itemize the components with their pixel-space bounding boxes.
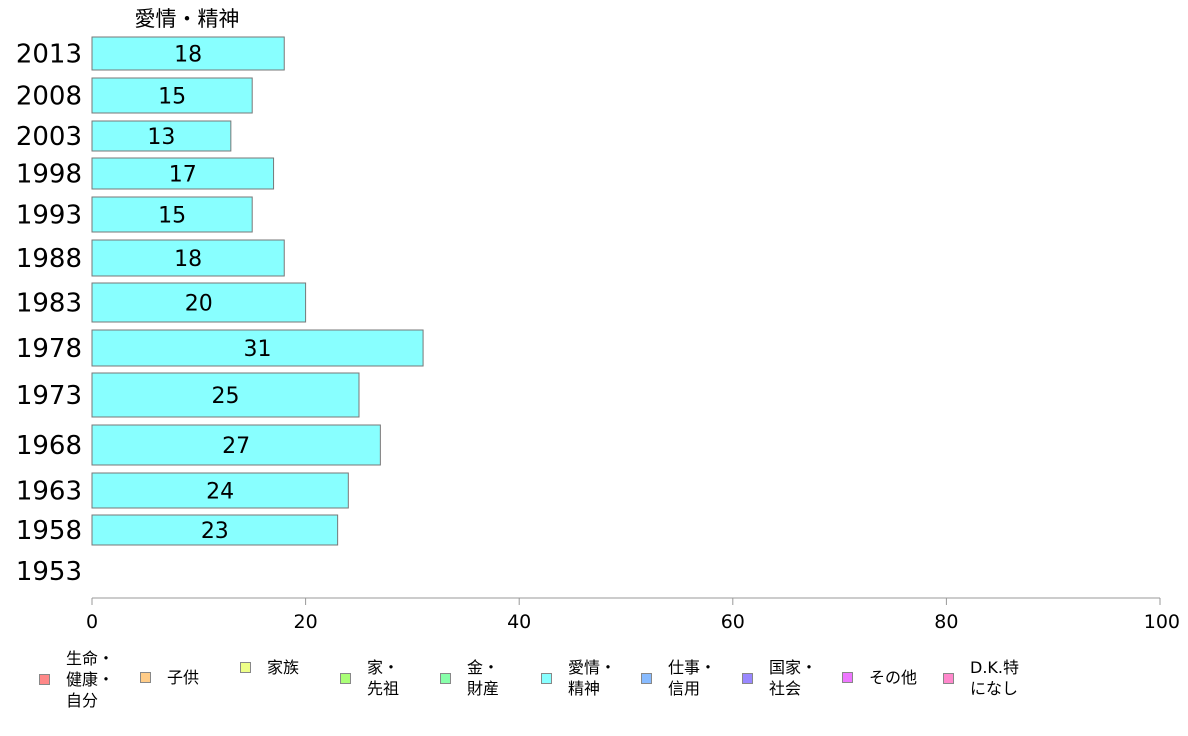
category-label: 1988 [16, 244, 82, 274]
legend-swatch [742, 672, 753, 684]
bar [91, 196, 253, 233]
x-tick-label: 60 [721, 611, 745, 633]
bar [91, 514, 339, 546]
legend-item: 国家・ 社会 [742, 657, 817, 699]
category-label: 1963 [16, 477, 82, 507]
bar-value-label: 18 [174, 43, 202, 68]
bar [91, 239, 285, 277]
legend-label: 生命・ 健康・ 自分 [66, 649, 115, 710]
bar-value-label: 23 [201, 519, 229, 544]
legend-label: 国家・ 社会 [769, 658, 818, 698]
legend-item: 仕事・ 信用 [641, 657, 716, 699]
chart-title: 愛情・精神 [135, 7, 240, 31]
legend-item: 金・ 財産 [440, 657, 499, 699]
x-tick-label: 20 [294, 611, 318, 633]
bar-value-label: 13 [147, 125, 175, 150]
bar-value-label: 24 [206, 480, 234, 505]
bar [91, 120, 232, 152]
bar-value-label: 25 [212, 384, 240, 409]
bar [91, 77, 253, 114]
bar-value-label: 27 [222, 434, 250, 459]
legend-label: 子供 [167, 668, 200, 687]
legend-item: 子供 [140, 667, 199, 688]
bar [91, 472, 349, 509]
legend-swatch [641, 672, 652, 684]
category-label: 1958 [16, 516, 82, 546]
bar-value-label: 31 [244, 337, 272, 362]
legend-item: 愛情・ 精神 [541, 657, 616, 699]
legend-swatch [541, 672, 552, 684]
category-label: 1983 [16, 289, 82, 319]
legend-label: D.K.特 になし [970, 658, 1019, 698]
x-tick-label: 80 [934, 611, 958, 633]
category-label: 2008 [16, 82, 82, 112]
category-label: 1993 [16, 201, 82, 231]
legend-swatch [440, 672, 451, 684]
legend-swatch [340, 672, 351, 684]
bar [91, 282, 307, 323]
legend-label: その他 [869, 668, 918, 687]
legend-swatch [140, 672, 151, 683]
legend-label: 愛情・ 精神 [568, 658, 617, 698]
legend-label: 仕事・ 信用 [668, 658, 717, 698]
bar-value-label: 15 [158, 204, 186, 229]
legend-label: 金・ 財産 [467, 658, 500, 698]
bar-value-label: 18 [174, 247, 202, 272]
legend-item: その他 [842, 667, 917, 688]
bar-chart: 愛情・精神 2013 18 2008 15 2003 13 1998 17 1993 15 1988… [16, 7, 1180, 633]
bar-value-label: 17 [169, 163, 197, 188]
x-tick-label: 40 [507, 611, 531, 633]
category-label: 1998 [16, 160, 82, 190]
bar-value-label: 15 [158, 85, 186, 110]
bar [91, 372, 360, 418]
bar-value-label: 20 [185, 292, 213, 317]
category-label: 1953 [16, 557, 82, 587]
category-label: 1968 [16, 431, 82, 461]
category-label: 1973 [16, 381, 82, 411]
legend-item: 家族 [240, 657, 299, 678]
legend-swatch [39, 674, 50, 685]
x-tick-label: 0 [86, 611, 98, 633]
legend-label: 家族 [267, 658, 300, 677]
x-tick-label: 100 [1144, 611, 1180, 633]
legend-item: D.K.特 になし [943, 657, 1019, 699]
category-label: 1978 [16, 334, 82, 364]
legend-swatch [240, 662, 251, 673]
legend-item: 生命・ 健康・ 自分 [39, 648, 114, 711]
category-label: 2003 [16, 122, 82, 152]
bar [91, 157, 275, 190]
legend-swatch [842, 672, 853, 683]
category-label: 2013 [16, 40, 82, 70]
legend-item: 家・ 先祖 [340, 657, 399, 699]
legend: 生命・ 健康・ 自分 子供 家族 家・ 先祖 金・ 財産 愛情・ 精神 仕事・ 信用 国家・ … [0, 640, 1188, 736]
legend-swatch [943, 672, 954, 684]
bar [91, 36, 285, 71]
bar [91, 329, 424, 367]
bar [91, 424, 381, 466]
legend-label: 家・ 先祖 [367, 658, 400, 698]
